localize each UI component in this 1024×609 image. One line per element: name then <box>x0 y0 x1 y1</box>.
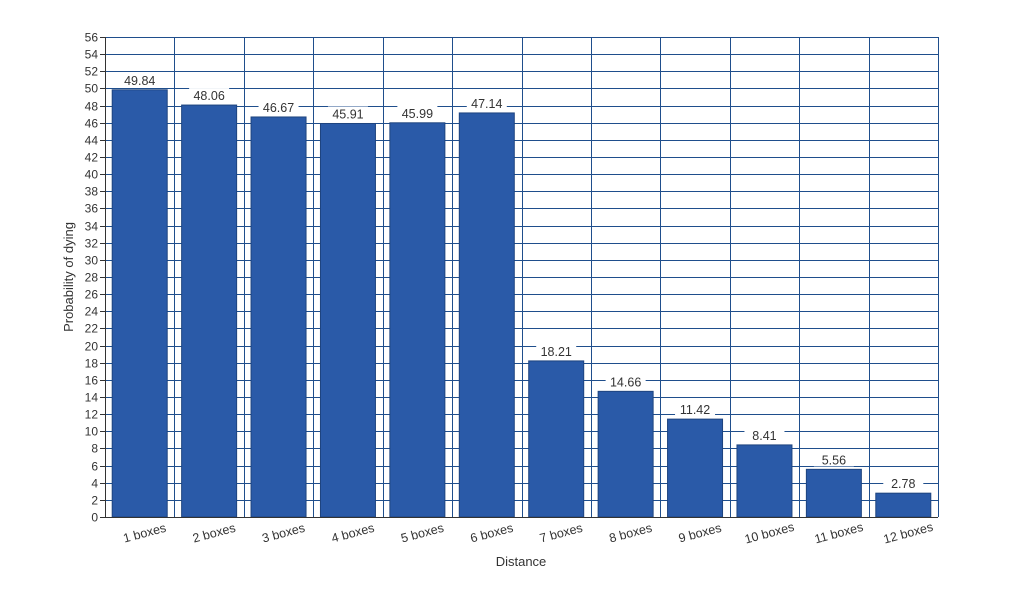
data-label: 47.14 <box>471 97 502 111</box>
bar <box>597 390 654 518</box>
bar <box>389 122 446 518</box>
y-tick-label: 40 <box>85 168 99 182</box>
data-label-background <box>744 427 785 442</box>
data-label-background <box>258 99 299 114</box>
y-tick-label: 30 <box>85 254 99 268</box>
y-tick-label: 38 <box>85 185 99 199</box>
y-tick-label: 56 <box>85 31 99 45</box>
y-tick-label: 44 <box>85 134 99 148</box>
bars <box>111 89 932 518</box>
y-tick-label: 24 <box>85 305 99 319</box>
bar <box>528 360 585 518</box>
data-label: 14.66 <box>610 375 641 389</box>
y-tick-label: 10 <box>85 425 99 439</box>
y-tick-label: 32 <box>85 237 99 251</box>
data-label: 46.67 <box>263 101 294 115</box>
y-tick-label: 54 <box>85 48 99 62</box>
x-tick-label: 1 boxes <box>122 521 168 546</box>
data-label: 8.41 <box>752 429 776 443</box>
bar <box>875 492 932 518</box>
data-label-background <box>466 95 507 110</box>
x-tick-label: 11 boxes <box>813 520 865 546</box>
data-label: 45.91 <box>332 107 363 121</box>
x-tick-label: 3 boxes <box>261 521 307 546</box>
y-tick-label: 26 <box>85 288 99 302</box>
data-label-background <box>883 476 924 491</box>
bar <box>458 112 515 518</box>
bar <box>319 122 376 518</box>
data-label: 5.56 <box>822 453 846 467</box>
x-tick-label: 10 boxes <box>743 520 796 547</box>
data-label-background <box>605 374 646 389</box>
data-label-background <box>675 402 716 417</box>
x-tick-label: 5 boxes <box>399 521 445 546</box>
y-tick-label: 50 <box>85 82 99 96</box>
y-tick-label: 48 <box>85 100 99 114</box>
data-label: 48.06 <box>193 89 224 103</box>
x-tick-label: 8 boxes <box>608 521 654 546</box>
data-label-background <box>189 88 230 103</box>
bar <box>805 468 862 518</box>
y-tick-label: 36 <box>85 202 99 216</box>
y-tick-label: 18 <box>85 357 99 371</box>
data-label-background <box>813 452 854 467</box>
y-tick-label: 2 <box>91 494 98 508</box>
x-tick-label: 2 boxes <box>191 521 237 546</box>
data-labels: 49.84 48.06 46.67 45.91 45.99 47.14 18.21 14.66… <box>119 72 924 491</box>
x-tick-label: 12 boxes <box>882 520 935 547</box>
y-tick-label: 52 <box>85 65 99 79</box>
bar <box>667 418 724 518</box>
x-tick-label: 6 boxes <box>469 521 515 546</box>
bar <box>736 444 793 518</box>
y-tick-label: 14 <box>85 391 99 405</box>
y-tick-label: 42 <box>85 151 99 165</box>
bar <box>181 104 238 518</box>
y-tick-label: 16 <box>85 374 99 388</box>
y-tick-label: 8 <box>91 442 98 456</box>
x-axis-label: Distance <box>496 554 547 569</box>
data-label: 11.42 <box>680 403 710 417</box>
data-label-background <box>119 72 160 87</box>
y-tick-label: 28 <box>85 271 99 285</box>
axes <box>100 37 939 518</box>
bar <box>250 116 307 518</box>
data-label: 45.99 <box>402 107 433 121</box>
x-tick-label: 7 boxes <box>538 521 584 546</box>
x-tick-labels: 1 boxes 2 boxes 3 boxes 4 boxes 5 boxes 6 box… <box>122 520 935 547</box>
y-tick-label: 34 <box>85 220 99 234</box>
data-label-background <box>397 105 438 120</box>
y-tick-label: 22 <box>85 322 99 336</box>
y-tick-label: 46 <box>85 117 99 131</box>
data-label: 49.84 <box>124 74 155 88</box>
grid-lines <box>105 37 939 517</box>
x-tick-label: 9 boxes <box>677 521 723 546</box>
y-tick-label: 0 <box>91 511 98 525</box>
data-label-background <box>536 343 577 358</box>
y-tick-label: 20 <box>85 340 99 354</box>
y-tick-label: 12 <box>85 408 99 422</box>
data-label-background <box>327 106 368 121</box>
data-label: 18.21 <box>541 345 572 359</box>
bar <box>111 89 168 518</box>
y-axis-label: Probability of dying <box>61 222 76 332</box>
data-label: 2.78 <box>891 477 915 491</box>
y-tick-label: 4 <box>91 477 98 491</box>
y-tick-label: 6 <box>91 460 98 474</box>
y-tick-labels: 0246810121416182022242628303234363840424… <box>85 31 99 525</box>
x-tick-label: 4 boxes <box>330 521 376 546</box>
